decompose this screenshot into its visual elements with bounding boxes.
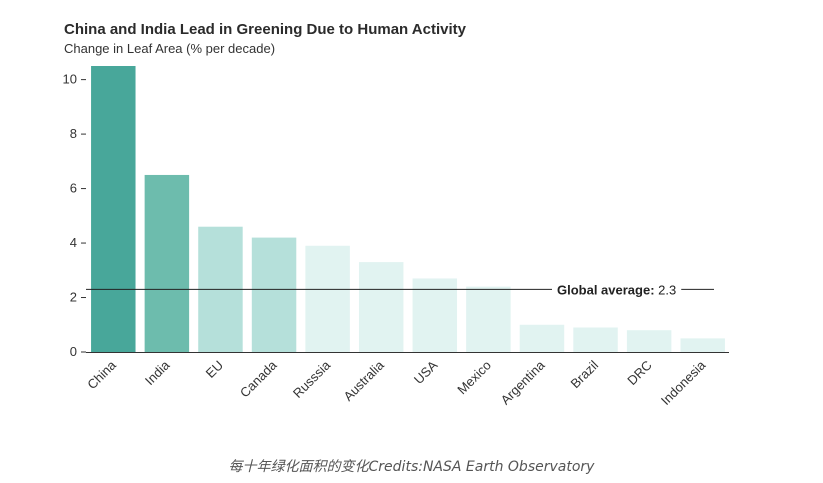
y-tick-label: 8: [70, 126, 77, 141]
bar-brazil: [573, 327, 618, 352]
bar-canada: [251, 237, 297, 352]
y-tick-label: 10: [63, 72, 77, 87]
x-tick-label: Argentina: [498, 357, 549, 408]
bar-india: [144, 174, 190, 352]
x-tick-label: Brazil: [568, 357, 602, 391]
bar-drc: [626, 330, 672, 352]
bar-argentina: [519, 324, 565, 352]
x-tick-label: India: [142, 357, 173, 388]
x-tick-label: Mexico: [454, 358, 494, 398]
y-tick-label: 2: [70, 290, 77, 305]
x-tick-label: Indonesia: [658, 357, 709, 408]
chart-title: China and India Lead in Greening Due to …: [64, 21, 466, 38]
bar-russsia: [305, 245, 350, 352]
x-tick-label: Australia: [340, 357, 387, 404]
global-average-line: Global average: 2.3: [86, 282, 714, 297]
bar-china: [91, 66, 136, 352]
chart-subtitle: Change in Leaf Area (% per decade): [64, 41, 276, 56]
bar-mexico: [466, 286, 511, 352]
bar-indonesia: [680, 338, 725, 352]
y-tick-label: 6: [70, 181, 77, 196]
x-tick-label: China: [84, 357, 119, 392]
y-tick-label: 0: [70, 344, 77, 359]
bars-group: [91, 66, 725, 352]
bar-chart: 0 2 4 6 8 10 China India EU Canada Russsia Austral…: [63, 66, 729, 408]
x-tick-label: USA: [411, 357, 441, 387]
x-tick-label: Russsia: [290, 357, 334, 401]
x-tick-label: Canada: [237, 357, 280, 400]
image-caption: 每十年绿化面积的变化Credits:NASA Earth Observatory: [228, 459, 595, 475]
bar-usa: [412, 278, 458, 352]
y-axis: 0 2 4 6 8 10: [63, 72, 86, 359]
x-tick-label: DRC: [624, 358, 655, 389]
x-tick-label: EU: [203, 358, 226, 381]
global-average-label: Global average: 2.3: [557, 282, 676, 297]
bar-australia: [358, 262, 404, 352]
x-axis: China India EU Canada Russsia Australia USA Mex…: [84, 352, 729, 408]
y-tick-label: 4: [70, 235, 77, 250]
